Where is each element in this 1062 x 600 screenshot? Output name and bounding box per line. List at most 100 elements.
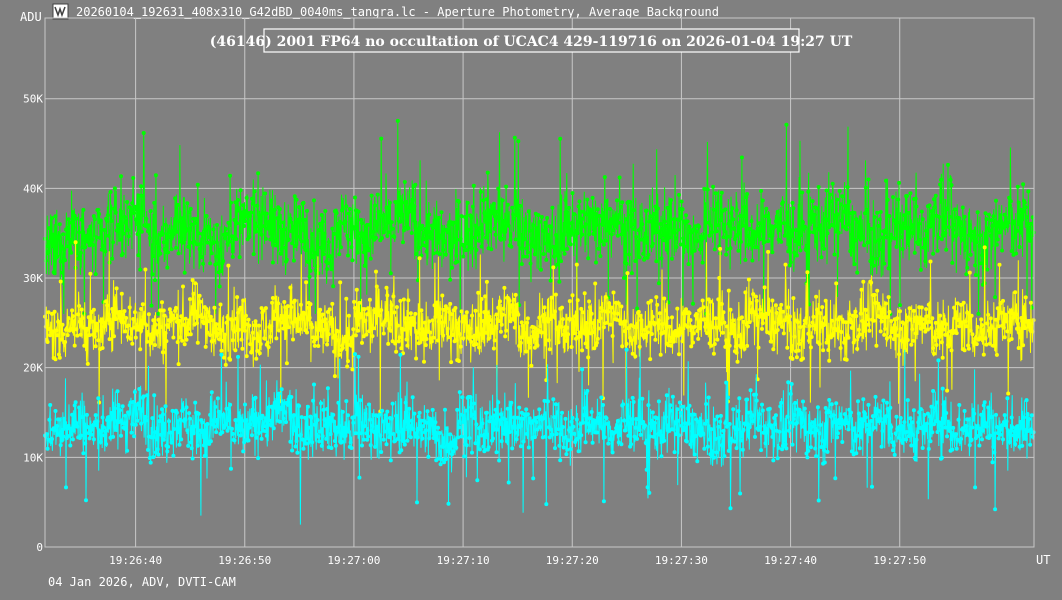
data-point [359, 431, 364, 436]
data-point [705, 312, 710, 317]
data-point [105, 303, 109, 308]
data-point [966, 417, 971, 422]
data-point [732, 439, 737, 444]
data-point [156, 317, 161, 322]
data-point [839, 330, 844, 334]
data-point [220, 430, 225, 435]
data-point [953, 315, 957, 320]
data-point [549, 224, 554, 229]
data-point [746, 242, 751, 247]
data-point [1004, 319, 1009, 324]
data-point [196, 231, 201, 236]
data-point [124, 427, 129, 432]
data-point [780, 309, 785, 314]
data-point [234, 316, 239, 321]
data-point [356, 322, 361, 327]
data-point [759, 448, 764, 453]
data-point [180, 216, 185, 221]
data-point [869, 419, 874, 423]
data-point [349, 245, 354, 250]
data-point [53, 214, 58, 219]
data-point [773, 422, 778, 427]
data-point [744, 195, 749, 200]
data-point [892, 236, 897, 241]
data-point [253, 229, 258, 234]
data-point [91, 437, 96, 442]
data-point [264, 433, 269, 438]
data-point [707, 437, 712, 442]
data-point [775, 209, 780, 214]
data-point [983, 211, 988, 216]
data-point [229, 466, 233, 471]
data-point [330, 301, 335, 306]
y-unit-label: ADU [20, 10, 42, 24]
data-point [257, 430, 261, 435]
data-point [85, 361, 90, 366]
data-point [938, 182, 943, 187]
data-point [215, 331, 220, 336]
data-point [655, 416, 660, 421]
data-point [885, 197, 890, 202]
data-point [1011, 315, 1016, 320]
data-point [238, 305, 243, 310]
data-point [195, 443, 200, 448]
data-point [802, 406, 807, 411]
data-point [336, 400, 341, 405]
data-point [939, 330, 943, 335]
data-point [471, 183, 476, 188]
data-point [718, 419, 723, 424]
data-point [1028, 238, 1033, 243]
data-point [348, 336, 353, 341]
data-point [411, 426, 416, 431]
data-point [690, 429, 695, 434]
data-point [109, 219, 114, 224]
data-point [576, 449, 581, 454]
data-point [566, 229, 571, 234]
chart-title-box: (46146) 2001 FP64 no occultation of UCAC… [210, 28, 853, 53]
data-point [61, 434, 66, 439]
data-point [1023, 205, 1028, 210]
data-point [120, 312, 125, 317]
data-point [809, 430, 814, 435]
data-point [381, 419, 385, 424]
data-point [204, 214, 209, 218]
data-point [914, 204, 919, 209]
data-point [409, 316, 414, 321]
data-point [181, 240, 186, 245]
data-point [822, 246, 826, 251]
data-point [265, 340, 270, 345]
data-point [103, 321, 108, 326]
data-point [299, 415, 304, 420]
data-point [601, 325, 606, 330]
data-point [187, 326, 192, 331]
data-point [50, 216, 54, 221]
data-point [77, 230, 82, 235]
data-point [735, 359, 740, 364]
data-point [201, 428, 206, 433]
data-point [151, 254, 156, 259]
data-point [270, 296, 275, 300]
data-point [492, 226, 497, 231]
data-point [266, 222, 271, 227]
data-point [409, 231, 414, 235]
data-point [668, 403, 673, 408]
data-point [84, 236, 89, 241]
data-point [229, 200, 233, 205]
data-point [501, 428, 506, 433]
data-point [687, 403, 692, 408]
data-point [978, 233, 983, 238]
data-point [66, 423, 71, 428]
data-point [658, 352, 663, 357]
data-point [314, 327, 319, 332]
data-point [136, 253, 141, 258]
data-point [363, 263, 368, 268]
data-point [529, 421, 534, 425]
data-point [211, 338, 216, 343]
data-point [582, 406, 587, 411]
data-point [218, 247, 223, 252]
data-point [546, 338, 551, 343]
data-point [831, 223, 836, 228]
data-point [636, 243, 640, 248]
data-point [980, 428, 985, 433]
